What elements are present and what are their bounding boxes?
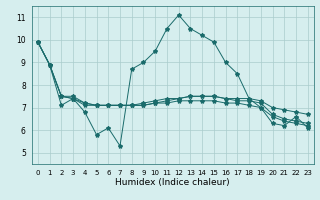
X-axis label: Humidex (Indice chaleur): Humidex (Indice chaleur) — [116, 178, 230, 187]
